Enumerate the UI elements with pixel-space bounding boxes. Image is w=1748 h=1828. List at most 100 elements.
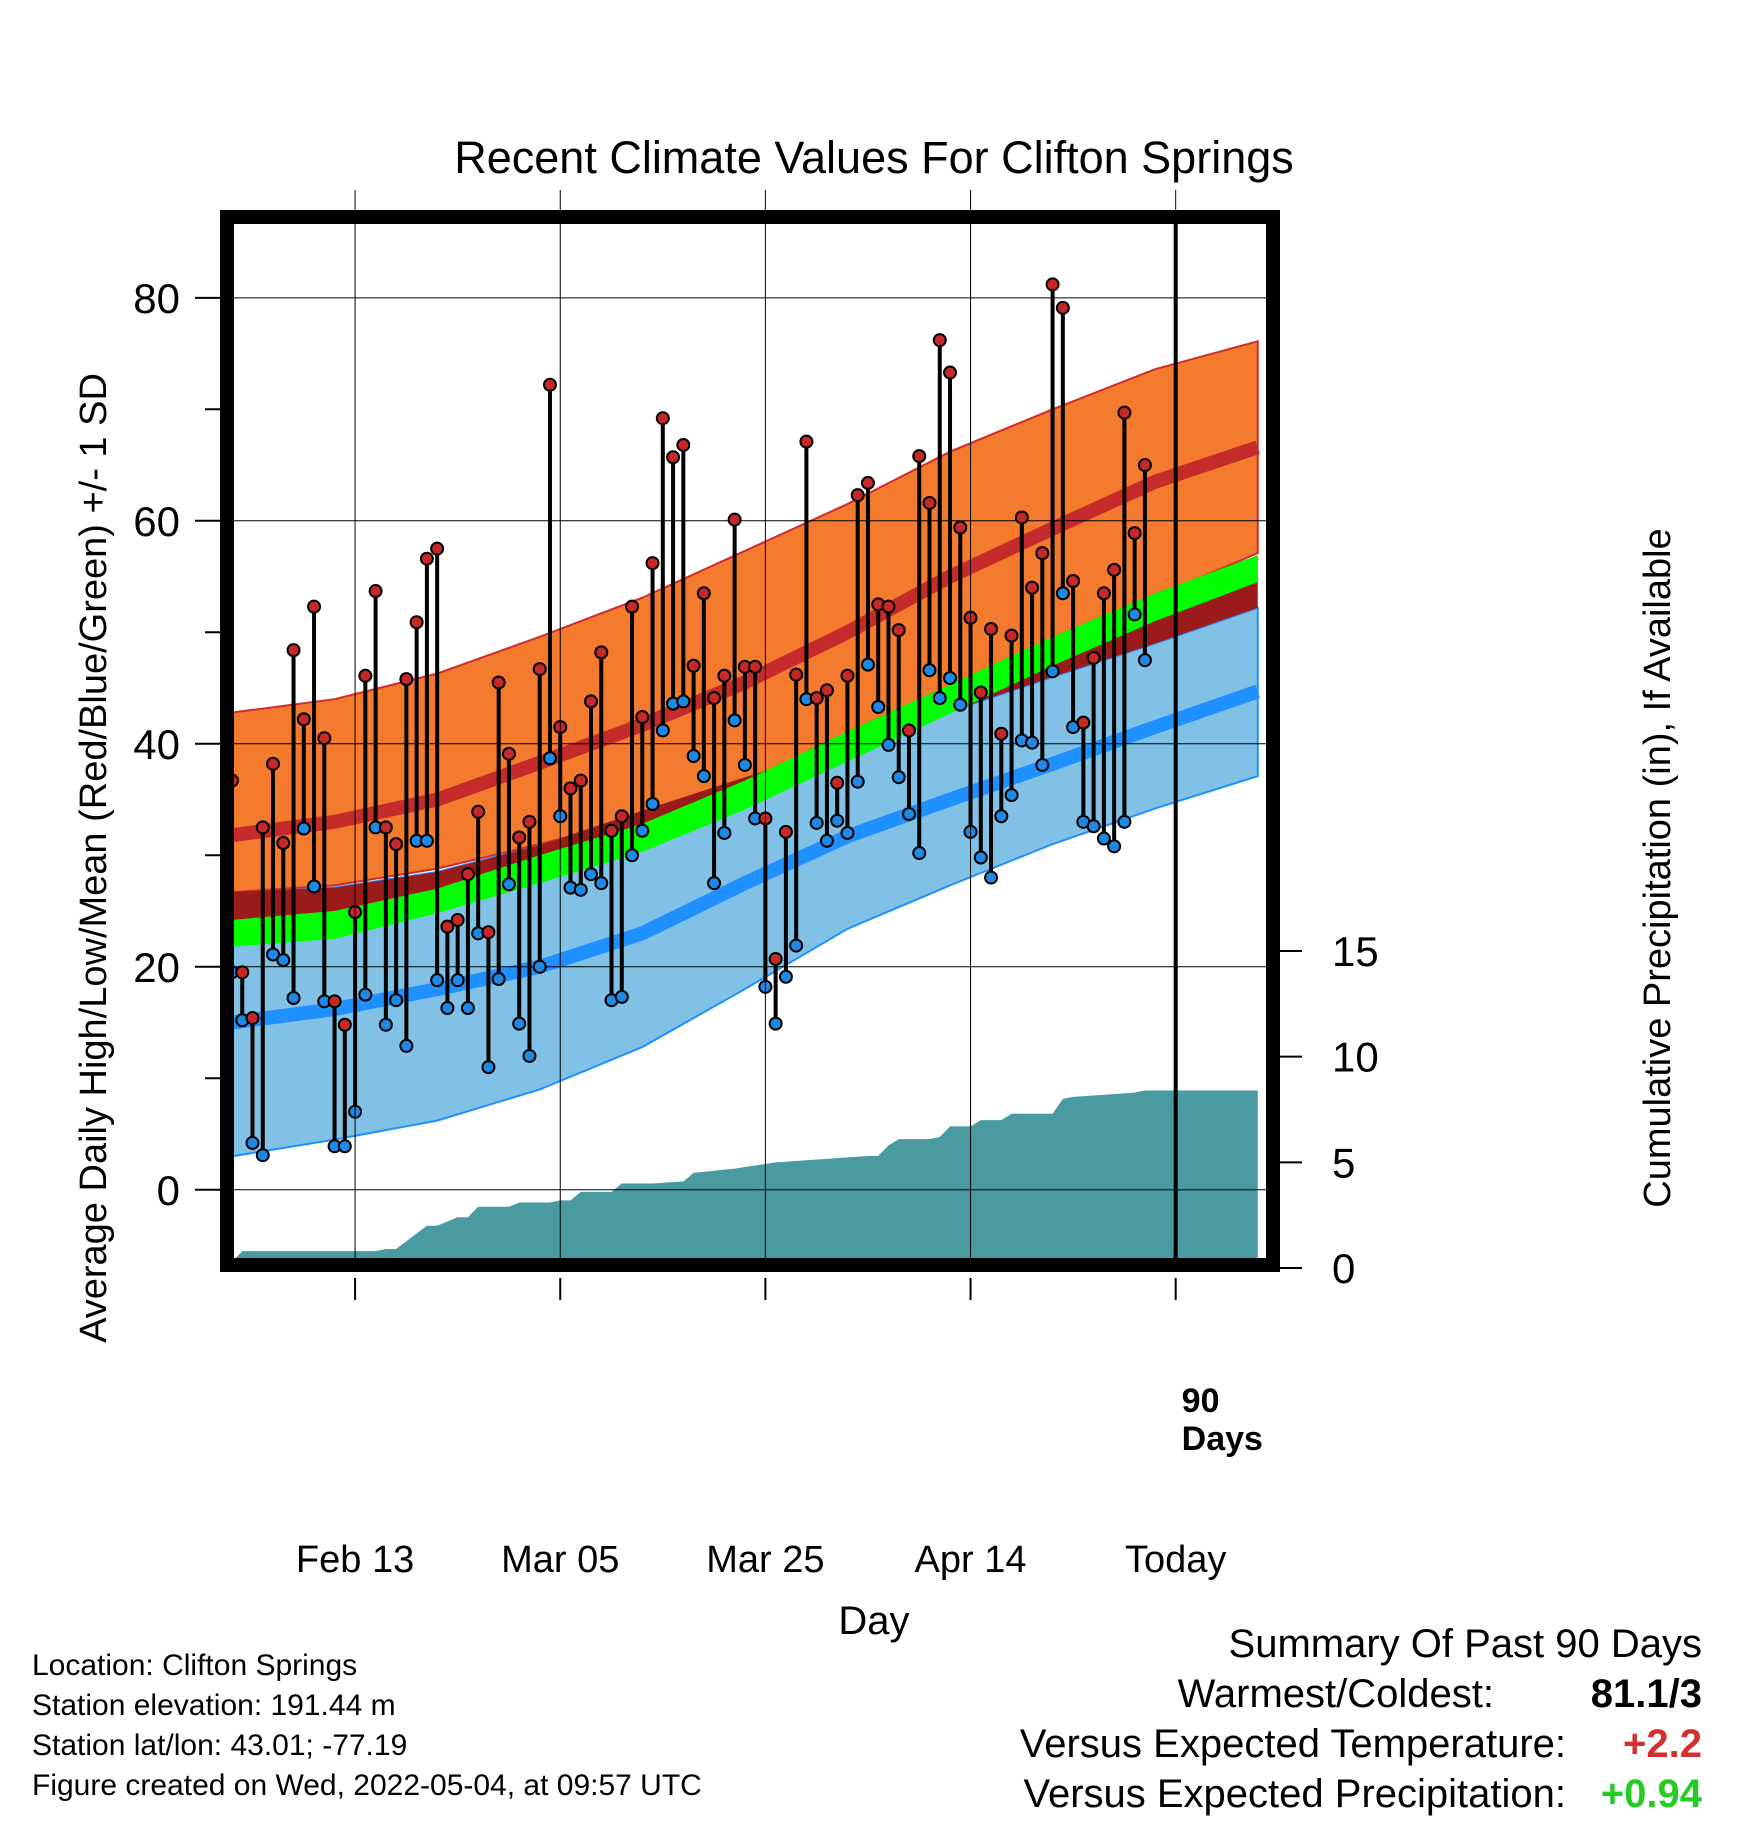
low-point xyxy=(532,959,547,974)
high-point xyxy=(573,773,588,788)
high-point xyxy=(973,685,988,700)
high-point xyxy=(1055,300,1070,315)
low-point xyxy=(1096,831,1111,846)
low-point xyxy=(389,993,404,1008)
high-point xyxy=(666,450,681,465)
low-point xyxy=(1107,839,1122,854)
low-point xyxy=(953,697,968,712)
x-tick-label: Mar 05 xyxy=(501,1539,619,1581)
high-point xyxy=(327,994,342,1009)
low-point xyxy=(1117,814,1132,829)
high-point xyxy=(614,809,629,824)
low-point xyxy=(573,882,588,897)
low-point xyxy=(819,833,834,848)
high-point xyxy=(1096,586,1111,601)
high-point xyxy=(932,333,947,348)
high-point xyxy=(891,623,906,638)
x-tick-label: Today xyxy=(1125,1539,1226,1581)
low-point xyxy=(542,751,557,766)
high-point xyxy=(819,683,834,698)
high-point xyxy=(912,449,927,464)
high-point xyxy=(1086,650,1101,665)
high-point xyxy=(994,726,1009,741)
high-point xyxy=(686,658,701,673)
high-point xyxy=(368,584,383,599)
low-point xyxy=(1025,735,1040,750)
high-point xyxy=(1117,405,1132,420)
station-info: Location: Clifton Springs Station elevat… xyxy=(32,1646,702,1806)
y-tick-label: 0 xyxy=(157,1167,180,1214)
high-point xyxy=(1035,546,1050,561)
high-point xyxy=(943,365,958,380)
low-point xyxy=(901,807,916,822)
low-point xyxy=(491,972,506,987)
low-point xyxy=(789,938,804,953)
low-point xyxy=(778,969,793,984)
figure-created: Figure created on Wed, 2022-05-04, at 09… xyxy=(32,1769,702,1802)
x-tick-label: Feb 13 xyxy=(296,1539,414,1581)
plot-content xyxy=(232,277,1268,1260)
precipitation-area xyxy=(233,1090,1258,1260)
high-point xyxy=(235,965,250,980)
high-point xyxy=(1127,526,1142,541)
high-point xyxy=(850,488,865,503)
summary-heading: Summary Of Past 90 Days xyxy=(1228,1622,1702,1666)
x-tick-label: Apr 14 xyxy=(915,1539,1027,1581)
low-point xyxy=(399,1038,414,1053)
low-point xyxy=(1127,607,1142,622)
high-point xyxy=(286,643,301,658)
warmest-coldest-label: Warmest/Coldest: xyxy=(1177,1672,1494,1716)
high-point xyxy=(881,599,896,614)
y-tick-label: 20 xyxy=(133,944,180,991)
high-point xyxy=(984,621,999,636)
low-point xyxy=(932,691,947,706)
low-point xyxy=(460,1001,475,1016)
high-point xyxy=(542,377,557,392)
high-point xyxy=(953,520,968,535)
station-elevation: Station elevation: 191.44 m xyxy=(32,1689,396,1722)
low-point xyxy=(501,877,516,892)
y2-tick-label: 0 xyxy=(1332,1245,1355,1292)
high-point xyxy=(276,836,291,851)
x-tick-label: Mar 25 xyxy=(706,1539,824,1581)
low-point xyxy=(276,953,291,968)
high-point xyxy=(1107,562,1122,577)
low-point xyxy=(717,825,732,840)
high-point xyxy=(481,925,496,940)
low-point xyxy=(686,749,701,764)
low-point xyxy=(266,947,281,962)
high-point xyxy=(450,912,465,927)
high-point xyxy=(696,586,711,601)
low-point xyxy=(594,876,609,891)
high-sd-band xyxy=(232,339,1259,894)
high-point xyxy=(860,475,875,490)
low-point xyxy=(584,867,599,882)
mean-band xyxy=(232,555,1258,947)
high-point xyxy=(778,824,793,839)
station-latlon: Station lat/lon: 43.01; -77.19 xyxy=(32,1729,408,1762)
low-point xyxy=(522,1048,537,1063)
high-point xyxy=(460,867,475,882)
low-point xyxy=(625,848,640,863)
low-point xyxy=(512,1016,527,1031)
high-point xyxy=(789,667,804,682)
low-point xyxy=(1137,653,1152,668)
high-point xyxy=(799,434,814,449)
low-point xyxy=(1055,586,1070,601)
high-point xyxy=(922,495,937,510)
high-point xyxy=(1137,458,1152,473)
high-point xyxy=(389,837,404,852)
y2-tick-label: 15 xyxy=(1332,928,1379,975)
high-point xyxy=(245,1011,260,1026)
high-point xyxy=(635,710,650,725)
high-point xyxy=(440,919,455,934)
high-point xyxy=(594,645,609,660)
y-tick-label: 60 xyxy=(133,498,180,545)
low-point xyxy=(635,823,650,838)
high-point xyxy=(471,804,486,819)
low-point xyxy=(727,713,742,728)
low-point xyxy=(337,1139,352,1154)
low-point xyxy=(994,809,1009,824)
low-point xyxy=(1035,757,1050,772)
